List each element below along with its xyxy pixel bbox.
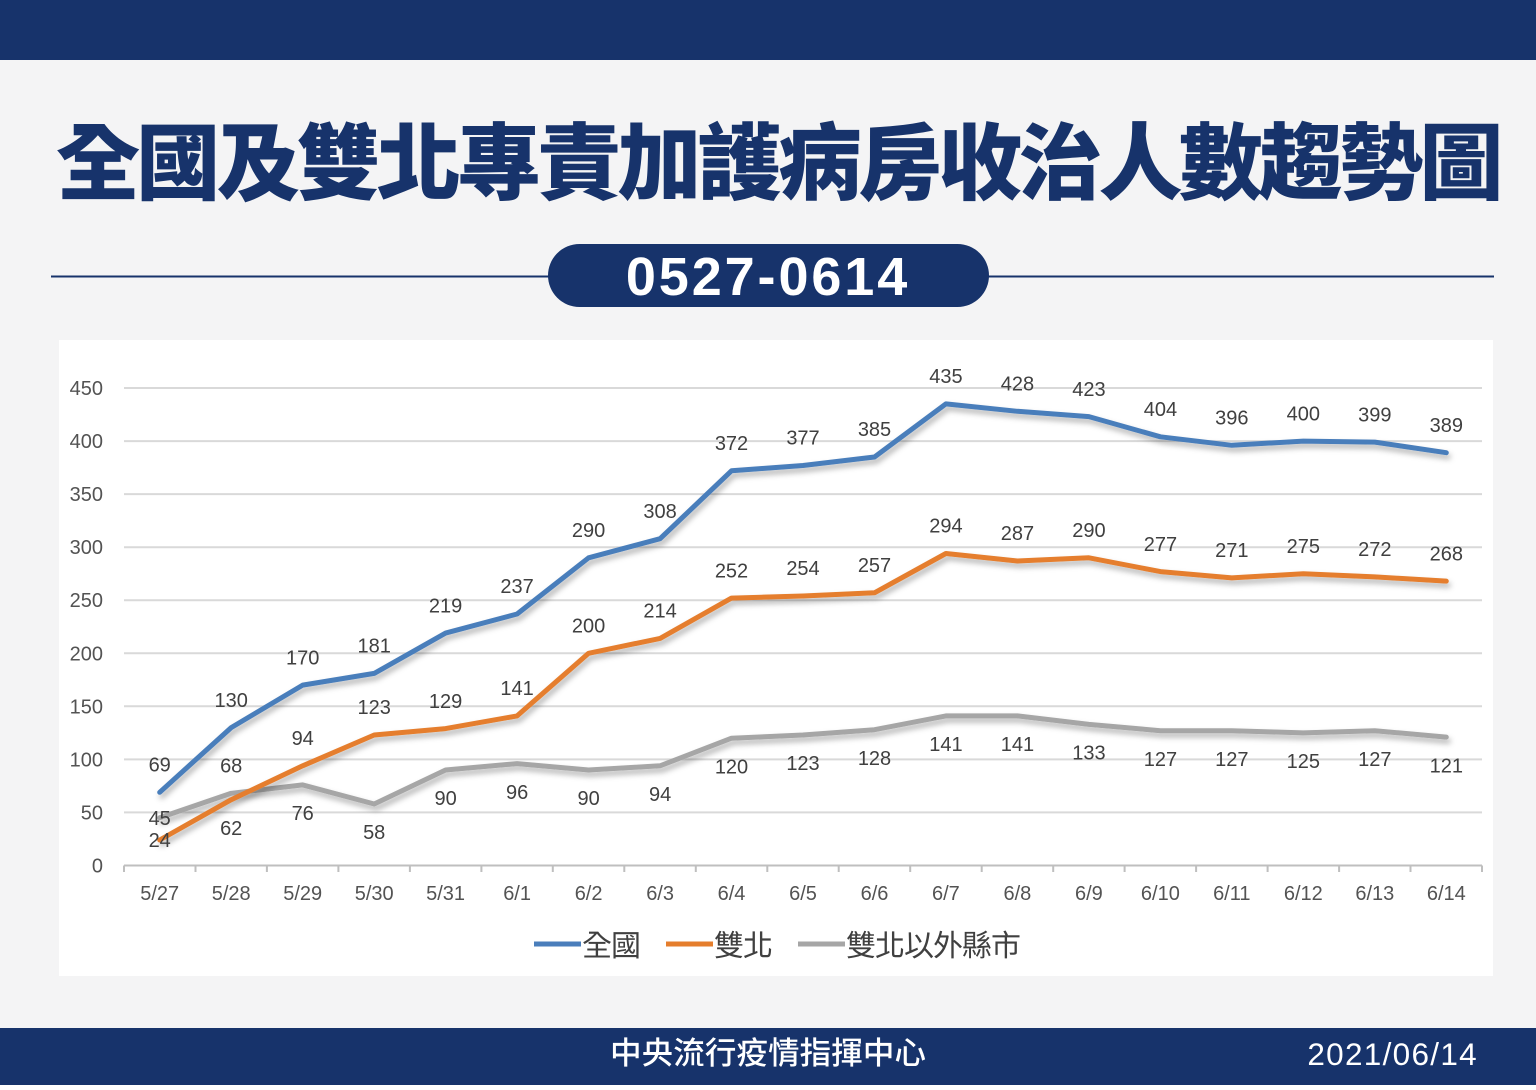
svg-text:423: 423 xyxy=(1072,379,1105,401)
svg-text:400: 400 xyxy=(1287,403,1320,425)
svg-text:94: 94 xyxy=(292,728,314,750)
svg-text:6/14: 6/14 xyxy=(1427,883,1466,905)
svg-text:308: 308 xyxy=(643,501,676,523)
svg-text:6/11: 6/11 xyxy=(1213,883,1250,905)
svg-text:399: 399 xyxy=(1358,404,1391,426)
svg-text:2021/06/14: 2021/06/14 xyxy=(1307,1036,1478,1072)
svg-text:45: 45 xyxy=(149,808,171,830)
svg-text:200: 200 xyxy=(572,616,605,638)
svg-text:127: 127 xyxy=(1358,749,1391,771)
svg-text:275: 275 xyxy=(1287,536,1320,558)
svg-text:389: 389 xyxy=(1430,415,1463,437)
svg-text:200: 200 xyxy=(70,643,103,665)
svg-text:6/9: 6/9 xyxy=(1075,883,1103,905)
svg-text:257: 257 xyxy=(858,555,891,577)
svg-text:100: 100 xyxy=(70,749,103,771)
svg-text:0: 0 xyxy=(92,856,103,878)
svg-text:133: 133 xyxy=(1072,743,1105,765)
svg-text:404: 404 xyxy=(1144,399,1177,421)
svg-text:372: 372 xyxy=(715,433,748,455)
svg-text:127: 127 xyxy=(1215,749,1248,771)
svg-text:5/28: 5/28 xyxy=(212,883,251,905)
svg-text:141: 141 xyxy=(500,678,533,700)
svg-text:428: 428 xyxy=(1001,374,1034,396)
svg-text:123: 123 xyxy=(786,753,819,775)
svg-text:141: 141 xyxy=(929,734,962,756)
svg-text:123: 123 xyxy=(358,697,391,719)
svg-text:125: 125 xyxy=(1287,751,1320,773)
svg-text:5/27: 5/27 xyxy=(140,883,179,905)
svg-text:58: 58 xyxy=(363,822,385,844)
svg-text:141: 141 xyxy=(1001,734,1034,756)
svg-text:254: 254 xyxy=(786,558,819,580)
svg-text:170: 170 xyxy=(286,647,319,669)
svg-text:350: 350 xyxy=(70,484,103,506)
svg-text:300: 300 xyxy=(70,537,103,559)
svg-text:290: 290 xyxy=(1072,520,1105,542)
svg-text:219: 219 xyxy=(429,595,462,617)
svg-text:287: 287 xyxy=(1001,523,1034,545)
svg-text:5/31: 5/31 xyxy=(426,883,465,905)
svg-text:0527-0614: 0527-0614 xyxy=(626,247,910,307)
svg-text:250: 250 xyxy=(70,590,103,612)
svg-text:6/1: 6/1 xyxy=(503,883,531,905)
svg-text:6/8: 6/8 xyxy=(1003,883,1031,905)
svg-text:6/10: 6/10 xyxy=(1141,883,1180,905)
svg-text:150: 150 xyxy=(70,696,103,718)
svg-text:130: 130 xyxy=(215,690,248,712)
svg-text:5/30: 5/30 xyxy=(355,883,394,905)
svg-text:272: 272 xyxy=(1358,539,1391,561)
svg-text:76: 76 xyxy=(292,803,314,825)
svg-text:127: 127 xyxy=(1144,749,1177,771)
svg-text:268: 268 xyxy=(1430,543,1463,565)
svg-text:6/2: 6/2 xyxy=(575,883,603,905)
svg-text:68: 68 xyxy=(220,756,242,778)
svg-text:6/5: 6/5 xyxy=(789,883,817,905)
svg-text:294: 294 xyxy=(929,516,962,538)
svg-text:129: 129 xyxy=(429,691,462,713)
svg-text:214: 214 xyxy=(643,601,676,623)
svg-text:69: 69 xyxy=(149,755,171,777)
svg-text:277: 277 xyxy=(1144,534,1177,556)
svg-text:435: 435 xyxy=(929,366,962,388)
svg-text:6/6: 6/6 xyxy=(861,883,889,905)
svg-text:62: 62 xyxy=(220,818,242,840)
svg-text:90: 90 xyxy=(434,788,456,810)
svg-text:252: 252 xyxy=(715,560,748,582)
svg-text:396: 396 xyxy=(1215,408,1248,430)
svg-text:6/13: 6/13 xyxy=(1355,883,1394,905)
svg-text:385: 385 xyxy=(858,419,891,441)
svg-text:6/7: 6/7 xyxy=(932,883,960,905)
svg-text:6/3: 6/3 xyxy=(646,883,674,905)
svg-text:24: 24 xyxy=(149,830,171,852)
svg-text:237: 237 xyxy=(500,576,533,598)
svg-text:50: 50 xyxy=(81,802,103,824)
svg-text:6/4: 6/4 xyxy=(718,883,746,905)
svg-text:290: 290 xyxy=(572,520,605,542)
svg-text:121: 121 xyxy=(1430,755,1463,777)
svg-text:128: 128 xyxy=(858,748,891,770)
svg-text:5/29: 5/29 xyxy=(283,883,322,905)
svg-text:450: 450 xyxy=(70,378,103,400)
svg-text:120: 120 xyxy=(715,756,748,778)
svg-text:181: 181 xyxy=(358,636,391,658)
svg-text:271: 271 xyxy=(1215,540,1248,562)
svg-text:400: 400 xyxy=(70,431,103,453)
svg-text:6/12: 6/12 xyxy=(1284,883,1323,905)
svg-text:94: 94 xyxy=(649,784,671,806)
svg-text:90: 90 xyxy=(577,788,599,810)
svg-text:96: 96 xyxy=(506,782,528,804)
svg-text:377: 377 xyxy=(786,428,819,450)
